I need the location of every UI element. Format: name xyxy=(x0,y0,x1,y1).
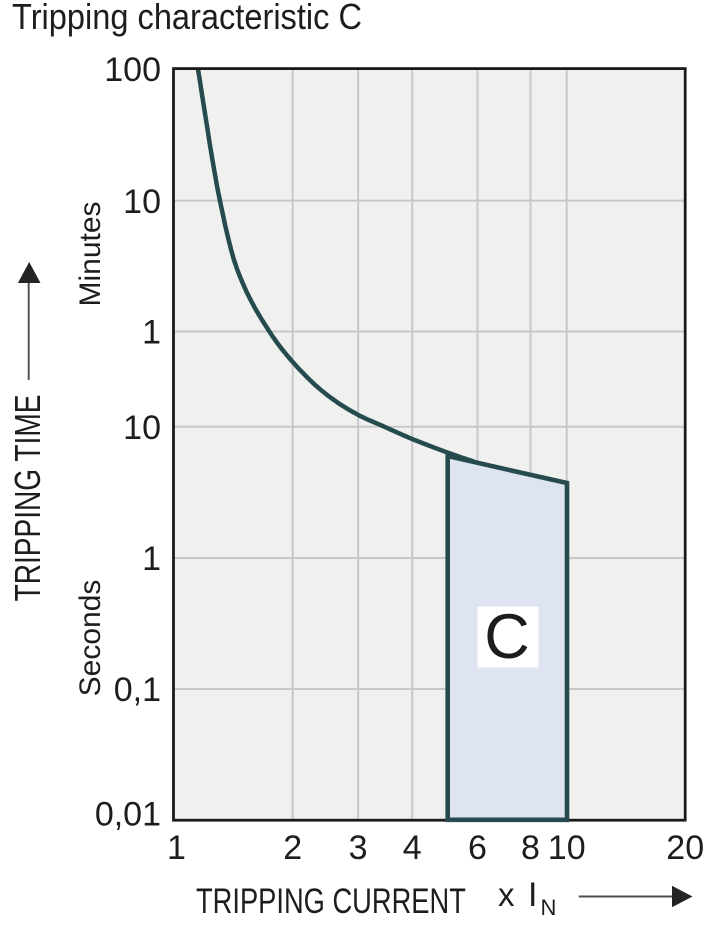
svg-text:4: 4 xyxy=(403,829,422,867)
svg-text:6: 6 xyxy=(468,829,487,867)
svg-text:1: 1 xyxy=(142,540,161,578)
svg-text:8: 8 xyxy=(521,829,540,867)
svg-text:1: 1 xyxy=(142,314,161,352)
svg-text:x: x xyxy=(498,876,515,913)
svg-text:TRIPPING TIME: TRIPPING TIME xyxy=(8,395,48,602)
svg-text:I: I xyxy=(528,876,537,914)
svg-text:Tripping characteristic C: Tripping characteristic C xyxy=(12,0,362,37)
svg-text:0,1: 0,1 xyxy=(114,671,161,709)
svg-text:N: N xyxy=(541,895,557,920)
svg-text:1: 1 xyxy=(167,829,186,867)
svg-text:10: 10 xyxy=(123,183,161,221)
svg-text:Seconds: Seconds xyxy=(74,580,107,697)
svg-text:10: 10 xyxy=(548,829,586,867)
svg-text:Minutes: Minutes xyxy=(74,201,107,306)
svg-text:0,01: 0,01 xyxy=(95,796,161,834)
svg-text:C: C xyxy=(484,602,530,672)
svg-text:10: 10 xyxy=(123,409,161,447)
svg-text:100: 100 xyxy=(104,51,161,89)
svg-text:3: 3 xyxy=(349,829,368,867)
svg-text:TRIPPING CURRENT: TRIPPING CURRENT xyxy=(196,882,466,921)
svg-text:20: 20 xyxy=(666,829,704,867)
svg-text:2: 2 xyxy=(283,829,302,867)
